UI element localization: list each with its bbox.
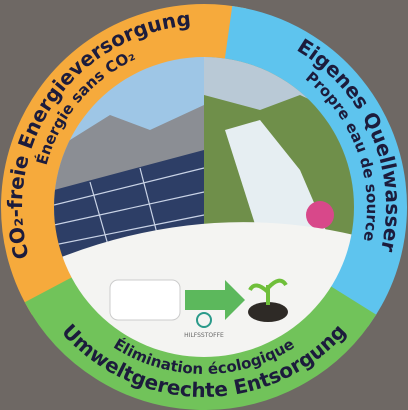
logo [196,312,212,328]
ring-segment [24,276,377,410]
plant [248,278,288,305]
ring [1,4,407,410]
flowers [306,201,334,229]
center-picture: HILFSSTOFFE [54,57,354,357]
waterfall [225,120,330,240]
ring-segment [224,5,407,327]
arrow [185,280,245,320]
ring-segment [1,4,247,315]
center-label: HILFSSTOFFE [184,332,224,339]
soil [248,302,288,322]
duvet [109,279,181,321]
